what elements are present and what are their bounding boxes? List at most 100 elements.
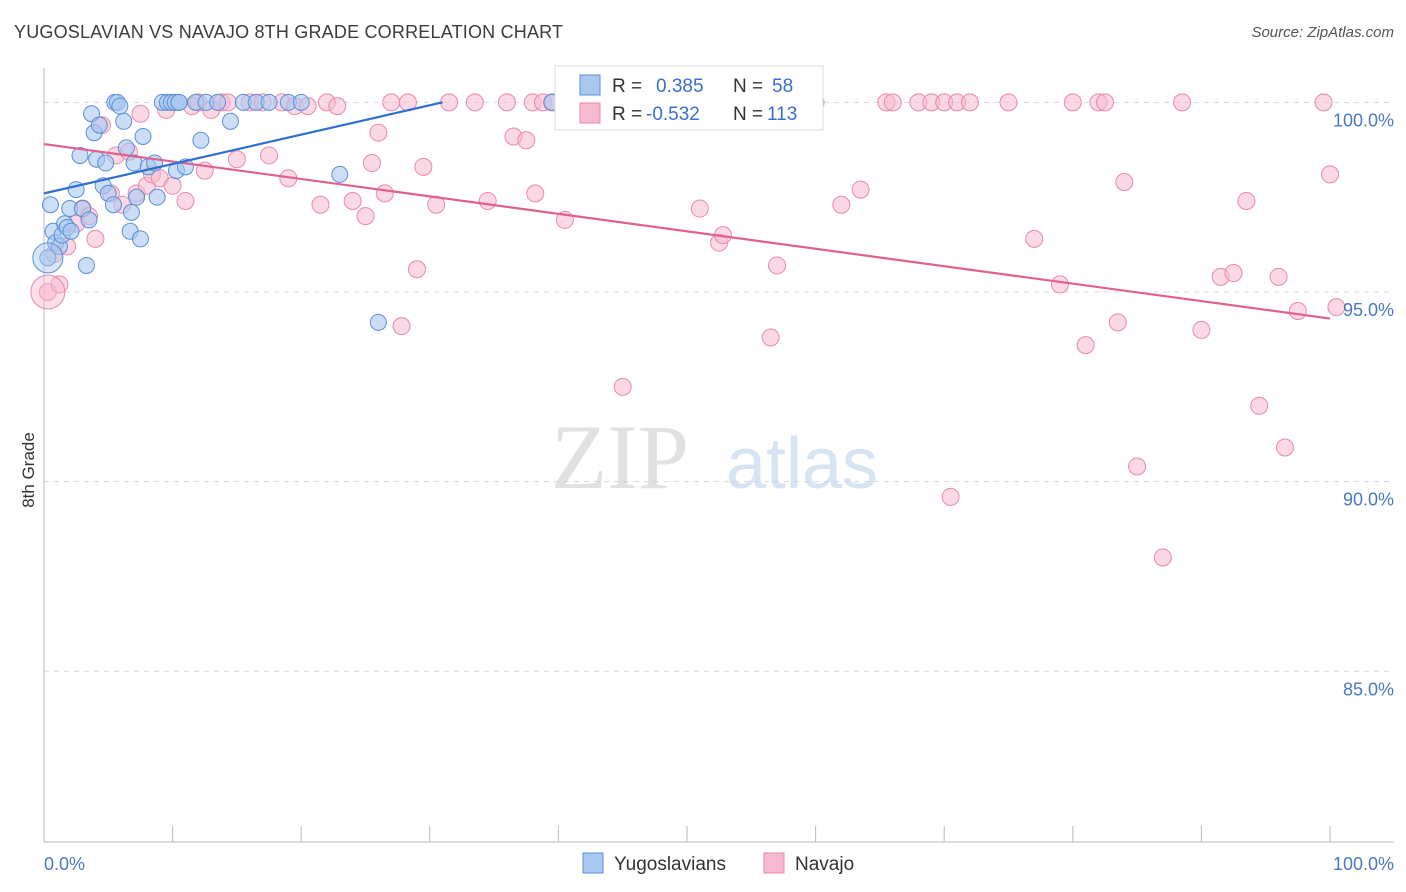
legend-n-value-2: 113 — [767, 104, 797, 125]
navajo-point — [1250, 396, 1269, 415]
yugoslavian-point — [97, 154, 115, 172]
navajo-point — [1108, 313, 1127, 332]
trend-lines — [43, 101, 1331, 320]
navajo-point — [440, 93, 459, 112]
x-tick-left: 0.0% — [44, 854, 85, 874]
navajo-point — [1128, 457, 1147, 476]
navajo-point — [369, 123, 388, 142]
navajo-point — [851, 180, 870, 199]
navajo-point — [176, 191, 195, 210]
navajo-point — [311, 195, 330, 214]
navajo-point — [131, 104, 150, 123]
legend-r-value-1: 0.385 — [656, 76, 704, 97]
y-tick-label: 95.0% — [1343, 300, 1394, 320]
legend-swatch-navajo — [579, 102, 601, 124]
navajo-point — [1321, 165, 1339, 184]
navajo-point — [1288, 301, 1307, 320]
navajo-point — [941, 487, 960, 506]
legend-r-label-2: R = — [612, 104, 642, 125]
navajo-point — [690, 199, 709, 218]
navajo-point — [999, 93, 1018, 112]
watermark-zip: ZIP — [551, 406, 689, 508]
legend-n-value-1: 58 — [772, 76, 793, 97]
navajo-point — [414, 157, 433, 176]
legend-top: R = 0.385 N = 58 R = -0.532 N = 113 — [554, 65, 824, 131]
navajo-point — [1025, 229, 1044, 248]
navajo-point — [375, 184, 394, 203]
legend-r-value-2: -0.532 — [646, 104, 700, 125]
navajo-point — [343, 191, 362, 210]
yugoslavian-point — [192, 131, 210, 149]
yugoslavian-point — [104, 196, 122, 214]
navajo-point — [1327, 298, 1346, 317]
navajo-point — [86, 229, 105, 248]
yugoslavian-point — [39, 249, 57, 267]
yugoslavian-point — [260, 93, 278, 111]
navajo-point — [768, 256, 787, 275]
navajo-point — [478, 191, 497, 210]
yugoslavian-point — [331, 165, 349, 183]
yugoslavian-point — [292, 93, 310, 111]
navajo-point — [328, 97, 347, 116]
bottom-legend-swatch-navajo — [763, 852, 785, 874]
yugoslavian-point — [71, 146, 89, 164]
navajo-point — [1076, 336, 1095, 355]
y-axis-label: 8th Grade — [19, 432, 38, 508]
yugoslavian-trend-line — [43, 101, 443, 195]
navajo-point — [526, 184, 545, 203]
yugoslavian-point — [221, 112, 239, 130]
navajo-point-large — [30, 274, 66, 310]
yugoslavian-point — [111, 97, 129, 115]
navajo-trend-line — [43, 142, 1331, 320]
yugoslavian-point — [131, 230, 149, 248]
navajo-point — [227, 150, 246, 169]
navajo-point — [832, 195, 851, 214]
navajo-point — [1153, 548, 1172, 567]
navajo-point — [1269, 267, 1288, 286]
grid-lines — [44, 101, 1394, 672]
bottom-legend-navajo: Navajo — [795, 854, 854, 875]
bottom-legend-swatch-yugoslavian — [582, 852, 604, 874]
navajo-point — [50, 275, 69, 294]
navajo-point — [1224, 264, 1243, 283]
navajo-point — [1314, 93, 1333, 112]
navajo-point — [356, 207, 375, 226]
yugoslavian-point — [62, 222, 80, 240]
y-tick-label: 85.0% — [1343, 679, 1394, 699]
navajo-point — [362, 154, 381, 173]
navajo-point — [1192, 320, 1211, 339]
yugoslavian-point — [77, 256, 95, 274]
navajo-point — [1173, 93, 1192, 112]
navajo-point — [465, 93, 484, 112]
yugoslavian-point — [209, 93, 227, 111]
navajo-point — [960, 93, 979, 112]
yugoslavian-point — [115, 112, 133, 130]
navajo-point — [392, 317, 411, 336]
watermark-atlas: atlas — [726, 424, 878, 504]
navajo-point — [382, 93, 401, 112]
bottom-legend-yugoslavians: Yugoslavians — [614, 854, 726, 875]
yugoslavian-point — [148, 188, 166, 206]
yugoslavian-points — [32, 93, 561, 331]
watermark: ZIP atlas — [551, 406, 878, 508]
legend-n-label-2: N = — [733, 104, 763, 125]
legend-r-label-1: R = — [612, 76, 642, 97]
yugoslavian-point — [170, 93, 188, 111]
navajo-point — [613, 377, 632, 396]
navajo-point — [1115, 173, 1134, 191]
navajo-point — [517, 131, 536, 150]
navajo-point — [1095, 93, 1114, 112]
navajo-point — [1063, 93, 1082, 112]
navajo-point — [260, 146, 279, 165]
yugoslavian-point — [122, 203, 140, 221]
y-tick-label: 90.0% — [1343, 490, 1394, 510]
y-tick-label: 100.0% — [1333, 110, 1394, 130]
navajo-point — [407, 260, 426, 279]
navajo-point — [883, 93, 902, 112]
source-credit: Source: ZipAtlas.com — [1251, 24, 1394, 41]
yugoslavian-point — [90, 116, 108, 134]
x-tick-right: 100.0% — [1333, 854, 1394, 874]
yugoslavian-point — [80, 211, 98, 229]
chart-title: YUGOSLAVIAN VS NAVAJO 8TH GRADE CORRELAT… — [14, 22, 564, 42]
